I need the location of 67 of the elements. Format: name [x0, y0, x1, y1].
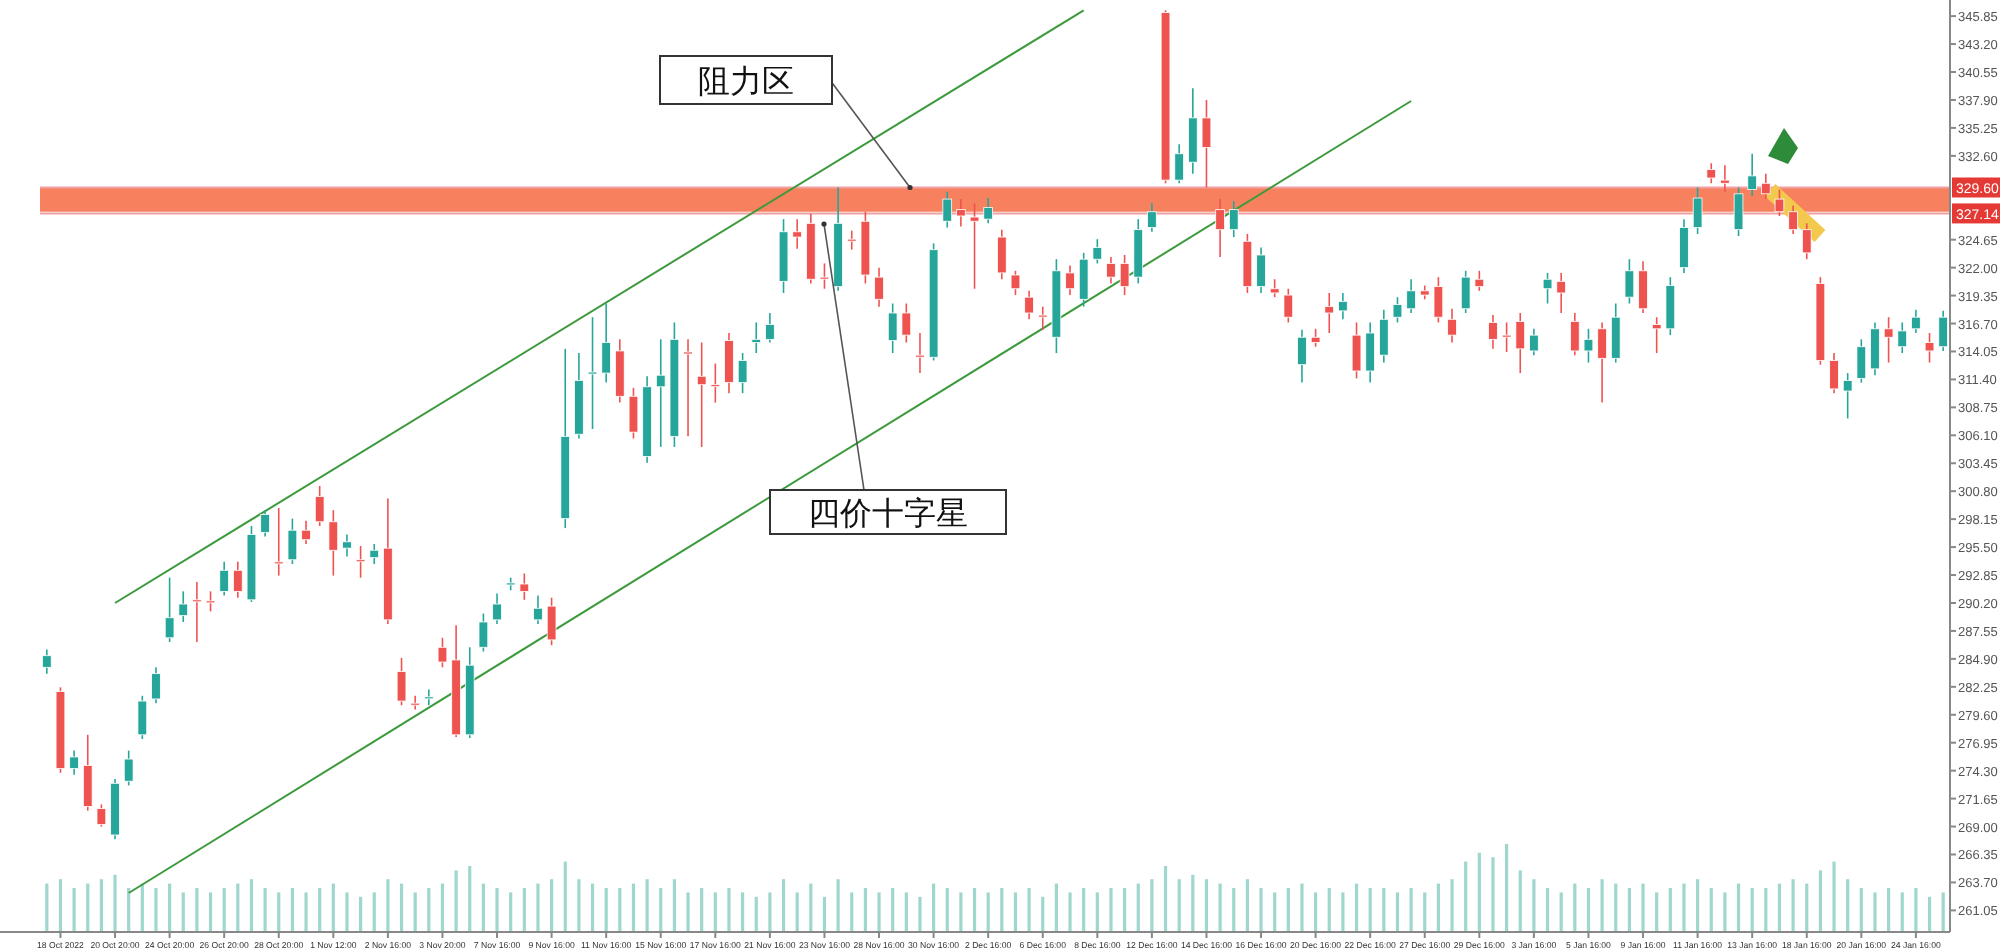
candlestick: [1842, 372, 1853, 420]
candlestick: [287, 517, 298, 565]
candlestick: [1679, 218, 1689, 274]
candlestick: [355, 545, 366, 579]
candlestick: [123, 749, 134, 787]
candlestick: [1801, 222, 1812, 260]
candlestick: [1256, 246, 1266, 294]
candlestick: [1829, 352, 1839, 394]
candlestick: [1638, 260, 1648, 314]
candlestick: [683, 338, 693, 438]
candlestick: [737, 352, 748, 394]
candlestick: [874, 266, 884, 308]
candlestick: [1692, 186, 1703, 235]
candlestick: [1338, 292, 1348, 321]
candlestick: [1706, 162, 1717, 185]
candlestick: [1447, 307, 1457, 344]
candlestick: [1610, 302, 1621, 364]
candlestick: [1529, 328, 1539, 356]
candlestick: [533, 594, 543, 625]
candlestick: [82, 734, 93, 812]
candlestick: [424, 688, 434, 707]
candlestick: [219, 561, 229, 597]
candlestick: [1228, 200, 1239, 238]
candlestick: [751, 321, 762, 354]
candlestick: [1324, 292, 1335, 334]
candlestick: [369, 543, 380, 565]
candlestick: [96, 803, 107, 828]
candlestick: [1024, 290, 1034, 321]
candlestick: [42, 648, 52, 675]
candlestick: [1624, 258, 1635, 305]
candlestick: [492, 592, 502, 625]
candlestick: [1747, 152, 1757, 197]
candlestick: [1297, 329, 1307, 384]
candlestick: [997, 228, 1007, 281]
annotation: 四价十字星: [808, 496, 968, 532]
candlestick: [1379, 309, 1389, 364]
candlestick: [1283, 287, 1294, 324]
annotation: 阻力区: [698, 64, 794, 100]
candlestick: [1010, 270, 1021, 296]
candlestick: [546, 596, 557, 646]
candlestick: [396, 657, 407, 707]
candlestick: [301, 519, 311, 545]
candlestick: [164, 576, 175, 643]
candlestick: [1733, 186, 1744, 237]
candlestick: [1106, 256, 1116, 285]
candlestick: [942, 190, 953, 229]
candlestick: [342, 533, 352, 558]
candlestick: [151, 666, 161, 704]
candlestick: [1911, 309, 1921, 334]
candlestick: [724, 332, 734, 394]
candlestick: [178, 590, 189, 623]
candlestick: [478, 612, 489, 653]
candlestick: [273, 507, 284, 577]
candlestick: [765, 312, 775, 344]
candlestick: [1215, 198, 1225, 258]
candlestick: [1761, 172, 1771, 200]
candlestick: [1488, 314, 1498, 350]
candlestick: [137, 694, 148, 740]
candlestick: [1870, 321, 1880, 376]
candlestick: [1242, 233, 1253, 294]
candlestick: [410, 694, 420, 711]
candlestick: [1720, 164, 1730, 193]
candlestick: [915, 332, 925, 374]
candlestick: [1147, 202, 1157, 233]
candlestick: [1065, 264, 1075, 296]
candlestick: [260, 509, 270, 538]
candlestick: [1856, 338, 1867, 384]
